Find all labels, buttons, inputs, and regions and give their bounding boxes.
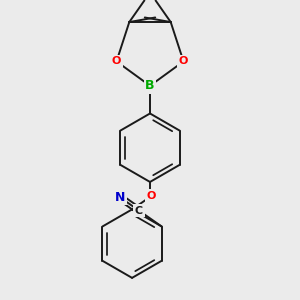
Text: C: C (135, 206, 143, 216)
Text: O: O (147, 191, 156, 201)
Text: N: N (115, 190, 125, 204)
Text: O: O (112, 56, 121, 66)
Text: O: O (179, 56, 188, 66)
Text: B: B (145, 79, 155, 92)
